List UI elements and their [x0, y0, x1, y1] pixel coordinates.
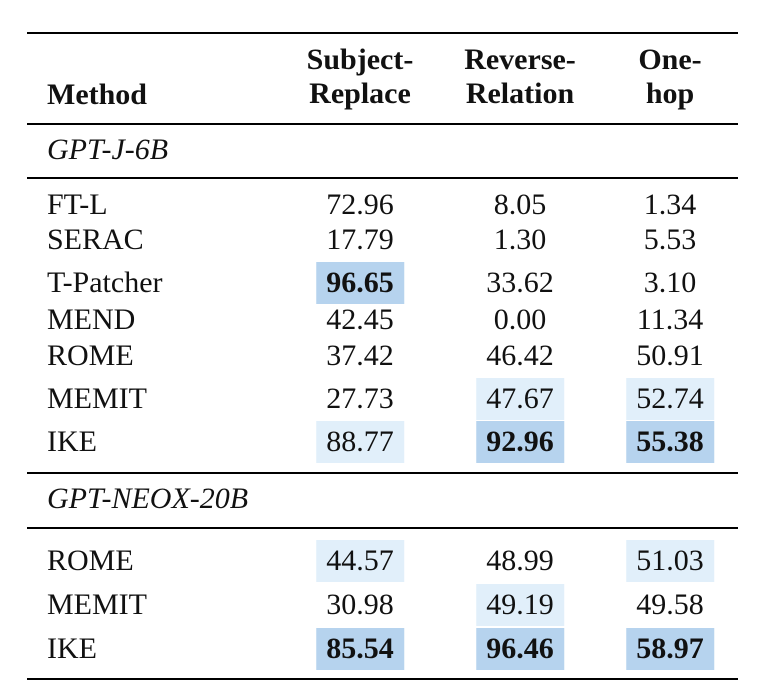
value-cell: 0.00	[493, 303, 547, 336]
header-reverse-relation-line1: Reverse-	[464, 43, 576, 76]
method-label: MEMIT	[47, 588, 147, 621]
value-cell-second: 51.03	[626, 540, 714, 582]
value-cell: 8.05	[493, 188, 547, 221]
method-label: ROME	[47, 544, 134, 577]
method-label: SERAC	[47, 223, 144, 256]
value-cell: 27.73	[326, 382, 394, 415]
value-cell-best: 58.97	[626, 628, 714, 670]
value-cell: 72.96	[326, 188, 394, 221]
header-subject-replace-line2: Replace	[309, 77, 411, 110]
header-reverse-relation: Reverse- Relation	[450, 43, 590, 111]
value-cell-best: 92.96	[476, 421, 564, 463]
bottom-rule	[27, 678, 738, 680]
group-label-gpt-neox-20b: GPT-NEOX-20B	[47, 482, 249, 515]
value-cell: 1.30	[493, 223, 547, 256]
header-one-hop-line1: One-	[638, 43, 702, 76]
value-cell: 48.99	[486, 544, 554, 577]
header-rule	[27, 123, 738, 125]
method-label: IKE	[47, 632, 97, 665]
value-cell: 17.79	[326, 223, 394, 256]
value-cell: 3.10	[643, 266, 697, 299]
value-cell: 1.34	[643, 188, 697, 221]
value-cell-second: 88.77	[316, 421, 404, 463]
value-cell-best: 96.65	[316, 262, 404, 304]
method-label: ROME	[47, 339, 134, 372]
value-cell: 11.34	[636, 303, 704, 336]
header-method: Method	[47, 78, 147, 111]
value-cell: 46.42	[486, 339, 554, 372]
method-label: MEND	[47, 303, 136, 336]
method-label: IKE	[47, 425, 97, 458]
value-cell: 49.58	[636, 588, 704, 621]
top-rule	[27, 32, 738, 34]
group-label-gpt-j-6b: GPT-J-6B	[47, 133, 169, 166]
header-one-hop-line2: hop	[645, 77, 695, 110]
value-cell-second: 52.74	[626, 378, 714, 420]
header-one-hop: One- hop	[600, 43, 740, 111]
group2-rule	[27, 527, 738, 529]
header-reverse-relation-line2: Relation	[465, 77, 575, 110]
value-cell-best: 85.54	[316, 628, 404, 670]
method-label: MEMIT	[47, 382, 147, 415]
value-cell: 33.62	[486, 266, 554, 299]
value-cell-second: 49.19	[476, 584, 564, 626]
mid-rule	[27, 472, 738, 474]
value-cell-best: 96.46	[476, 628, 564, 670]
value-cell-second: 44.57	[316, 540, 404, 582]
method-label: T-Patcher	[47, 266, 163, 299]
value-cell: 5.53	[643, 223, 697, 256]
value-cell: 50.91	[636, 339, 704, 372]
value-cell: 42.45	[326, 303, 394, 336]
value-cell-second: 47.67	[476, 378, 564, 420]
value-cell-best: 55.38	[626, 421, 714, 463]
method-label: FT-L	[47, 188, 108, 221]
group1-rule	[27, 177, 738, 179]
header-subject-replace-line1: Subject-	[306, 43, 414, 76]
value-cell: 37.42	[326, 339, 394, 372]
header-subject-replace: Subject- Replace	[290, 43, 430, 111]
value-cell: 30.98	[326, 588, 394, 621]
